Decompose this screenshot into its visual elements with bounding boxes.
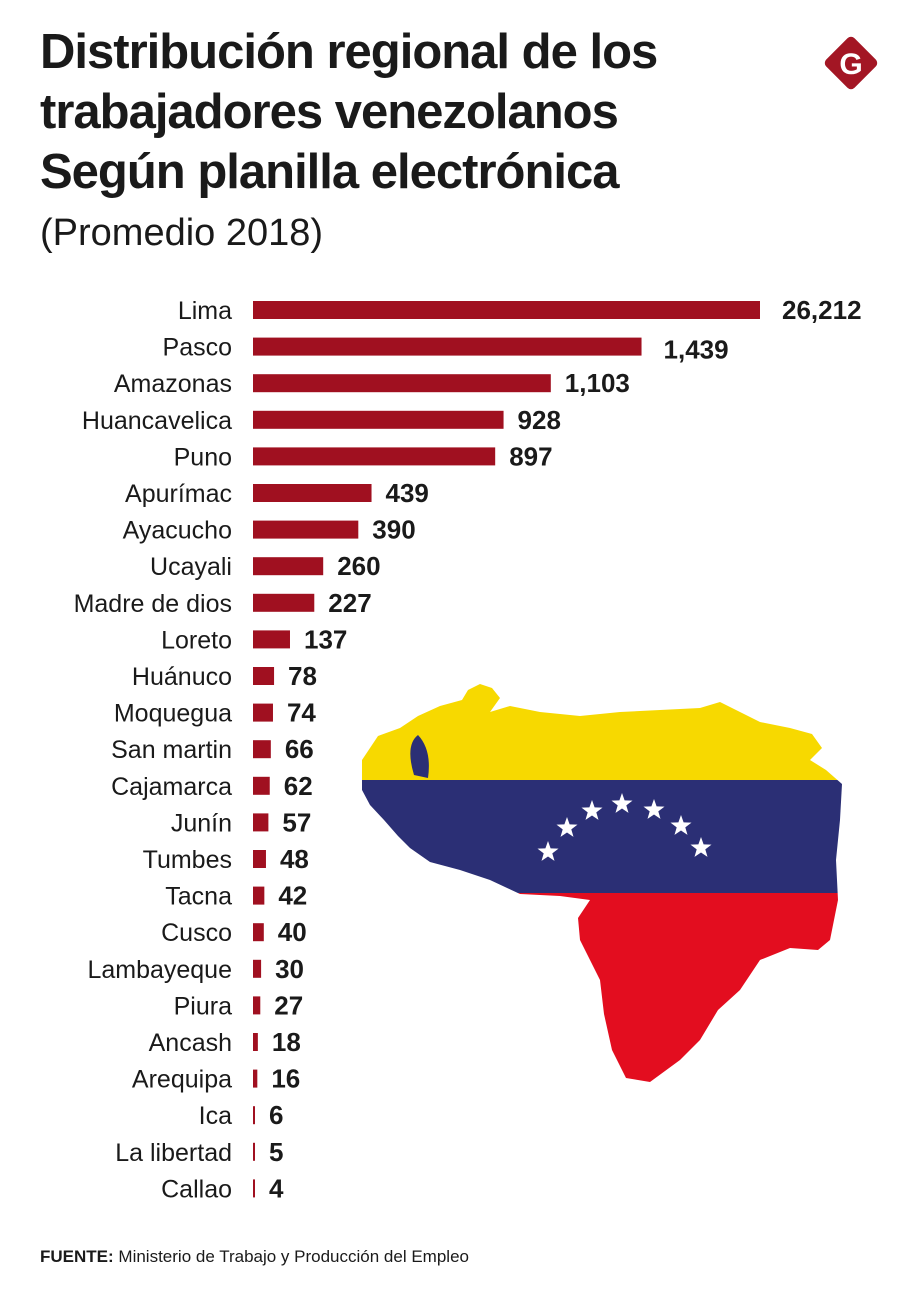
bar [253,337,642,356]
value-label: 30 [275,954,304,984]
title-line: Según planilla electrónica [40,145,620,199]
value-label: 78 [288,661,317,691]
category-label: Apurímac [125,480,232,508]
source-note: FUENTE: Ministerio de Trabajo y Producci… [40,1247,469,1267]
category-label: La libertad [115,1139,232,1167]
chart-title: Distribución regional de los trabajadore… [40,22,658,202]
value-label: 260 [337,551,380,581]
bar [253,484,372,502]
source-label: FUENTE: [40,1247,114,1266]
category-label: Madre de dios [74,590,232,618]
bar [253,850,266,868]
value-label: 26,212 [782,295,862,325]
bar [253,520,359,539]
category-label: Huánuco [132,663,232,691]
value-label: 6 [269,1100,283,1130]
category-label: Callao [161,1175,232,1203]
bar [253,410,504,429]
category-label: Tacna [165,883,232,911]
value-label: 439 [386,478,429,508]
value-label: 40 [278,917,307,947]
value-label: 27 [274,990,303,1020]
bar [253,1142,255,1161]
bar [253,996,261,1015]
value-label: 62 [284,771,313,801]
bar [253,630,290,649]
value-label: 74 [287,698,316,728]
category-label: Arequipa [132,1066,232,1094]
value-label: 5 [269,1137,283,1167]
category-label: Loreto [161,626,232,654]
value-label: 57 [282,807,311,837]
title-line: trabajadores venezolanos [40,85,619,139]
title-line: Distribución regional de los [40,25,658,79]
category-label: Piura [174,992,232,1020]
star-icon [581,800,603,820]
bar [253,886,265,905]
category-label: Huancavelica [82,407,232,435]
bar [253,374,551,393]
star-icon [670,815,692,835]
category-label: Ica [199,1102,232,1130]
category-label: Moquegua [114,700,232,728]
star-icon [556,817,578,837]
category-label: Cusco [161,919,232,947]
bar [253,1179,255,1198]
venezuela-flag-map [362,684,842,1082]
category-label: Cajamarca [111,773,232,801]
category-label: Ucayali [150,553,232,581]
flag-stars [537,793,712,861]
gestion-logo: G [824,36,878,90]
value-label: 4 [269,1173,284,1203]
value-label: 16 [271,1064,300,1094]
star-icon [537,841,559,861]
bar [253,593,315,612]
category-label: Junín [171,809,232,837]
value-label: 1,439 [664,335,729,365]
bar [253,923,264,942]
category-label: Lima [178,297,232,325]
category-label: Amazonas [114,370,232,398]
category-label: San martin [111,736,232,764]
star-icon [643,799,665,819]
bar [253,1069,258,1088]
value-label: 928 [518,405,561,435]
category-label: Puno [174,443,232,471]
value-label: 1,103 [565,368,630,398]
star-icon [690,837,712,857]
value-label: 227 [328,588,371,618]
bar [253,959,262,978]
bar [253,301,760,319]
category-label: Pasco [163,334,232,362]
category-label: Lambayeque [87,956,232,984]
category-label: Ancash [149,1029,232,1057]
star-icon [611,793,633,813]
value-label: 48 [280,844,309,874]
bar [253,813,269,832]
bar [253,703,273,722]
bar [253,776,270,795]
bar [253,1033,258,1051]
bar [253,447,496,466]
bar-chart: Lima 26,212 Pasco 1,439 Amazonas 1,103 Huancav… [74,295,862,1203]
value-label: 66 [285,734,314,764]
source-text: Ministerio de Trabajo y Producción del E… [118,1247,469,1266]
value-label: 42 [278,881,307,911]
category-label: Ayacucho [123,517,232,545]
value-label: 137 [304,624,347,654]
bar [253,667,275,685]
value-label: 18 [272,1027,301,1057]
svg-text:G: G [839,48,862,81]
bar [253,557,324,576]
bar [253,740,271,759]
bar [253,1106,255,1125]
value-label: 390 [372,515,415,545]
category-label: Tumbes [143,846,232,874]
value-label: 897 [509,441,552,471]
chart-subtitle: (Promedio 2018) [40,212,324,254]
